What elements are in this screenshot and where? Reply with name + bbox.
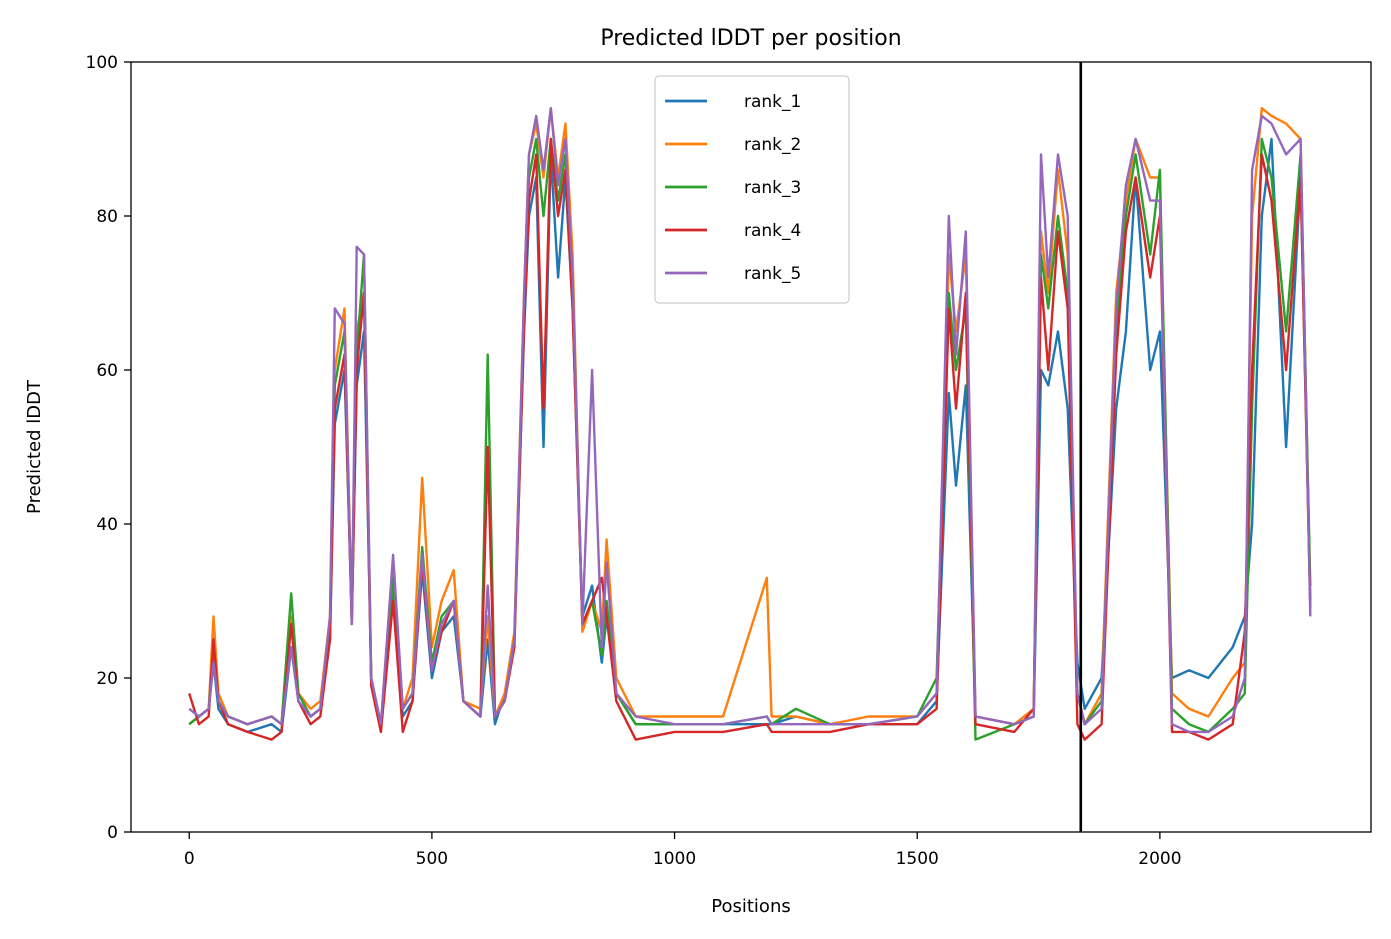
chart-title: Predicted lDDT per position [600, 26, 901, 51]
y-axis-label: Predicted lDDT [24, 379, 45, 514]
y-tick-label: 0 [107, 823, 118, 843]
y-tick-label: 100 [86, 53, 118, 73]
y-tick-label: 80 [96, 207, 118, 227]
plot-frame [130, 61, 1372, 833]
legend: rank_1 rank_2 rank_3 rank_4 rank_5 [654, 75, 850, 304]
legend-label: rank_2 [744, 135, 801, 155]
legend-box [654, 75, 850, 304]
y-tick-label: 60 [96, 361, 118, 381]
x-axis-label: Positions [711, 896, 790, 917]
plot-area: 0 500 1000 1500 2000 0 20 40 60 80 100 [86, 53, 1372, 869]
series-line-rank-1 [188, 137, 1312, 734]
x-tick-label: 1500 [896, 849, 939, 869]
series-line-rank-5 [188, 106, 1312, 734]
x-tick-label: 500 [416, 849, 448, 869]
y-tick-label: 40 [96, 515, 118, 535]
y-tick-label: 20 [96, 669, 118, 689]
legend-label: rank_3 [744, 178, 801, 198]
series-line-rank-4 [188, 137, 1312, 741]
legend-label: rank_4 [744, 221, 801, 241]
legend-label: rank_1 [744, 92, 801, 112]
x-tick-label: 0 [184, 849, 195, 869]
x-tick-label: 1000 [653, 849, 696, 869]
legend-label: rank_5 [744, 264, 801, 284]
x-tick-label: 2000 [1138, 849, 1181, 869]
